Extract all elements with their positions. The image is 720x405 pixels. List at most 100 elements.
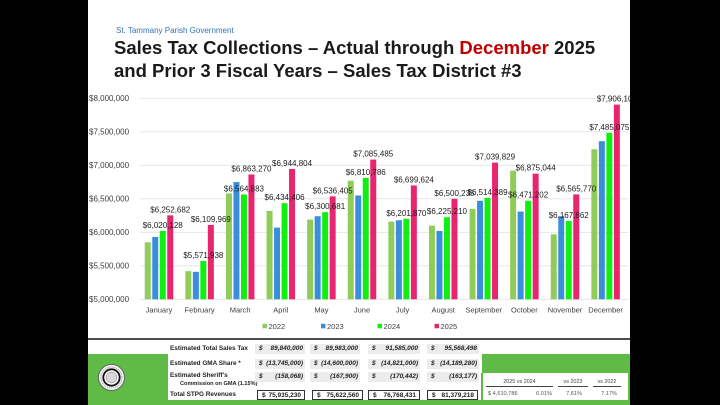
- data-label-2024: $6,201,870: [386, 209, 427, 218]
- comparison-right-border: [628, 373, 630, 400]
- bar-2024-april: [281, 203, 288, 300]
- y-tick-label: $6,500,000: [89, 195, 130, 204]
- currency-symbol: $: [314, 359, 318, 367]
- comparison-left-border: [481, 373, 483, 400]
- bar-2025-october: [532, 173, 539, 300]
- data-labels: $6,020,128 $5,571,938 $6,564,883$6,434,406…: [143, 95, 630, 260]
- legend-label-2023: 2023: [327, 322, 344, 331]
- bar-2024-november: [565, 221, 572, 300]
- total-amount: 76,768,431: [383, 391, 416, 399]
- bar-2022-january: [144, 242, 151, 300]
- bar-2023-june: [355, 195, 362, 300]
- bar-2024-june: [362, 177, 369, 300]
- y-tick-label: $5,500,000: [89, 262, 130, 271]
- bar-2022-july: [388, 221, 395, 300]
- x-tick-label: January: [146, 306, 173, 315]
- bar-2022-november: [550, 234, 557, 300]
- table-cell: $91,585,000: [368, 344, 420, 354]
- bar-2022-march: [225, 193, 232, 300]
- bar-2024-august: [443, 217, 450, 300]
- comparison-header-band: [482, 354, 630, 373]
- data-label-2025: $6,863,270: [231, 164, 272, 173]
- table-cell: $ (13,745,000): [255, 358, 305, 369]
- bar-2023-december: [598, 141, 605, 300]
- data-label-2025: $6,944,804: [272, 159, 313, 168]
- bar-2025-january: [167, 215, 174, 300]
- data-label-2025: $6,109,969: [191, 215, 232, 224]
- x-tick-label: July: [396, 306, 410, 315]
- cell-amount: (14,189,280): [440, 359, 477, 367]
- bar-2024-december: [606, 132, 613, 300]
- table-cell: $ (14,600,000): [310, 358, 360, 369]
- bar-2024-may: [322, 212, 329, 300]
- currency-symbol: $: [314, 345, 318, 352]
- data-label-2024: $6,564,883: [224, 184, 265, 193]
- bottom-green-band: [88, 400, 630, 405]
- x-axis-month-labels: January February March April May June July Augu…: [146, 306, 624, 315]
- table-cell: $ (158,068): [255, 371, 305, 382]
- currency-symbol: $: [259, 345, 263, 352]
- cell-amount: 91,585,000: [385, 345, 418, 352]
- data-label-2025: $7,085,485: [353, 150, 394, 159]
- cell-amount: (163,177): [449, 372, 477, 380]
- currency-symbol: $: [431, 345, 435, 352]
- cell-amount: 89,983,000: [325, 345, 358, 352]
- y-tick-label: $8,000,000: [89, 94, 130, 103]
- currency-symbol: $: [372, 372, 376, 380]
- cell-amount: 89,840,000: [270, 345, 303, 352]
- total-cell: $81,379,218: [427, 389, 478, 400]
- x-tick-label: April: [273, 306, 288, 315]
- table-cell: $ (14,821,000): [368, 358, 420, 369]
- bar-2022-april: [266, 210, 273, 300]
- total-cell: $75,622,560: [312, 389, 363, 400]
- currency-symbol: $: [431, 359, 435, 367]
- bar-2024-july: [403, 218, 410, 300]
- data-label-2024: $6,300,681: [305, 202, 346, 211]
- currency-symbol: $: [373, 391, 377, 399]
- x-tick-label: December: [588, 306, 623, 315]
- y-tick-label: $5,000,000: [89, 295, 130, 304]
- currency-symbol: $: [431, 372, 435, 380]
- title-text-pre: Sales Tax Collections – Actual through: [114, 36, 460, 58]
- bar-2023-october: [517, 211, 524, 300]
- total-amount: 81,379,218: [441, 391, 474, 399]
- legend-swatch-2024: [377, 323, 382, 329]
- cell-amount: (158,068): [275, 372, 303, 380]
- bar-2024-february: [200, 260, 207, 300]
- data-label-2025: $7,039,829: [475, 153, 516, 162]
- table-cell: $ (14,189,280): [427, 358, 479, 369]
- x-tick-label: June: [354, 306, 370, 315]
- table-cell: $ (167,900): [310, 371, 360, 382]
- section-divider: [88, 338, 630, 340]
- bar-2023-august: [436, 230, 443, 300]
- bar-2023-november: [558, 216, 565, 300]
- organization-name: St. Tammany Parish Government: [116, 26, 234, 35]
- currency-symbol: $: [259, 359, 263, 367]
- x-tick-label: May: [314, 306, 328, 315]
- bar-2025-september: [492, 162, 499, 300]
- row-label-total-sales-tax: Estimated Total Sales Tax: [170, 345, 248, 352]
- currency-symbol: $: [262, 391, 266, 399]
- parish-seal-logo: [98, 364, 125, 391]
- cell-amount: 95,568,498: [444, 345, 477, 352]
- bars: [144, 104, 620, 300]
- y-tick-label: $6,000,000: [89, 228, 130, 237]
- x-tick-label: March: [230, 306, 251, 315]
- currency-symbol: $: [314, 372, 318, 380]
- bar-2022-february: [185, 271, 192, 300]
- legend: 2022 2023 2024 2025: [262, 322, 457, 331]
- x-tick-label: October: [511, 306, 538, 315]
- bar-2022-october: [510, 170, 517, 300]
- currency-symbol: $: [372, 359, 376, 367]
- total-amount: 75,935,230: [268, 391, 301, 399]
- row-sublabel-commission: Commission on GMA (1.15%): [180, 381, 258, 387]
- legend-swatch-2023: [321, 323, 326, 329]
- table-cell: $ (163,177): [427, 371, 479, 382]
- comparison-header-vs-2022: vs 2022: [593, 379, 621, 387]
- cell-amount: (14,600,000): [321, 359, 358, 367]
- bar-2024-january: [159, 230, 166, 300]
- title-line-2: and Prior 3 Fiscal Years – Sales Tax Dis…: [114, 59, 522, 81]
- bar-2025-march: [248, 174, 255, 300]
- total-cell: $75,935,230: [257, 389, 305, 400]
- x-tick-label: August: [432, 306, 456, 315]
